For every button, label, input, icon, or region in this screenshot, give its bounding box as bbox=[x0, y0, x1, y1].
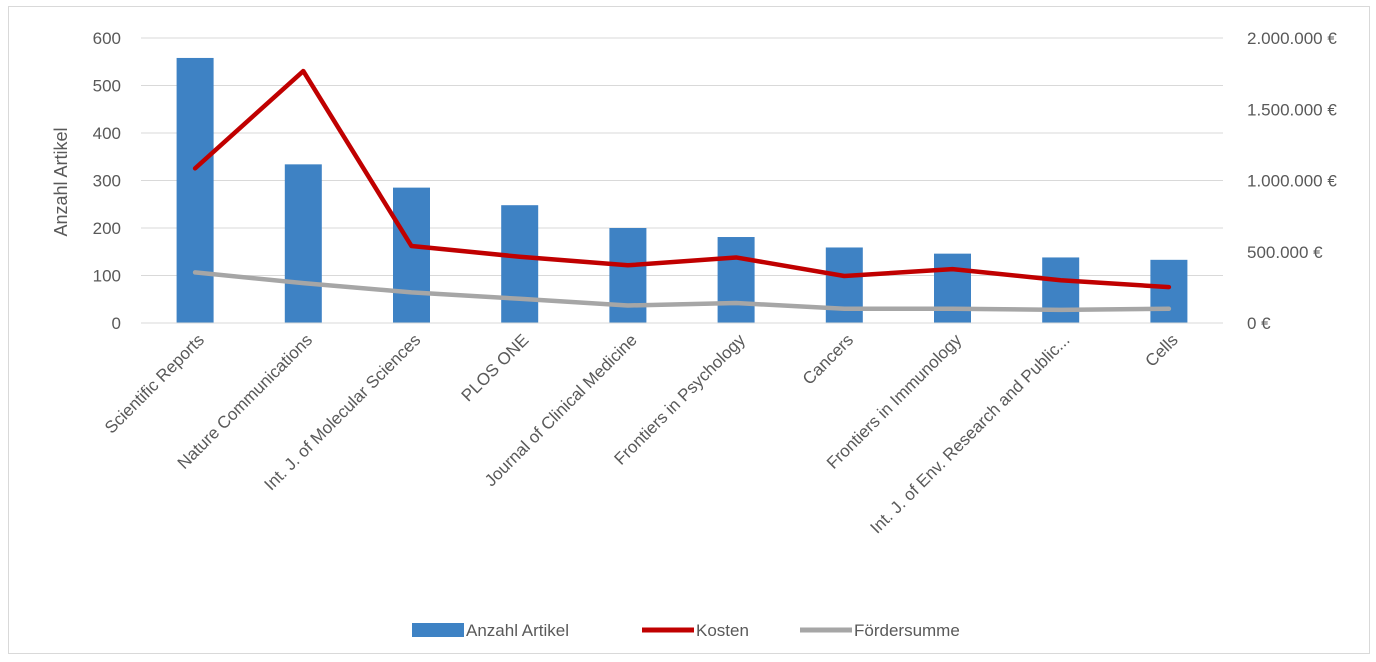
y-tick-label: 300 bbox=[93, 172, 121, 191]
y2-tick-label: 0 € bbox=[1247, 314, 1271, 333]
bar bbox=[176, 57, 214, 323]
legend-item: Fördersumme bbox=[800, 621, 960, 640]
bar-series bbox=[141, 57, 1223, 324]
y2-tick-label: 2.000.000 € bbox=[1247, 29, 1337, 48]
legend-label: Anzahl Artikel bbox=[466, 621, 569, 640]
legend-item: Kosten bbox=[642, 621, 749, 640]
x-tick-label: Scientific Reports bbox=[101, 330, 208, 437]
y-tick-label: 500 bbox=[93, 77, 121, 96]
x-tick-label: Cancers bbox=[799, 330, 857, 388]
line-kosten bbox=[192, 68, 1172, 290]
line-f-rdersumme bbox=[192, 270, 1172, 313]
y2-tick-label: 1.500.000 € bbox=[1247, 100, 1337, 119]
y-axis-right: 0 € 500.000 € 1.000.000 € 1.500.000 € 2.000.… bbox=[1247, 29, 1337, 333]
bar bbox=[825, 247, 863, 323]
y-tick-label: 400 bbox=[93, 124, 121, 143]
chart-frame: 0 100 200 300 400 500 600 0 € 500.000 € 1.000.00… bbox=[8, 6, 1370, 654]
y-axis-title: Anzahl Artikel bbox=[51, 127, 71, 236]
x-tick-label: Int. J. of Env. Research and Public... bbox=[867, 330, 1074, 537]
x-tick-label: PLOS ONE bbox=[458, 330, 533, 405]
legend-label: Kosten bbox=[696, 621, 749, 640]
legend-item: Anzahl Artikel bbox=[412, 621, 569, 640]
y-tick-label: 0 bbox=[112, 314, 121, 333]
bar bbox=[609, 228, 647, 323]
x-tick-label: Cells bbox=[1142, 330, 1182, 370]
combo-chart: 0 100 200 300 400 500 600 0 € 500.000 € 1.000.00… bbox=[51, 29, 1337, 640]
line-series bbox=[192, 68, 1172, 313]
bar bbox=[1150, 259, 1188, 323]
bar bbox=[934, 253, 971, 323]
y2-tick-label: 1.000.000 € bbox=[1247, 172, 1337, 191]
y-tick-label: 200 bbox=[93, 219, 121, 238]
y-tick-label: 100 bbox=[93, 267, 121, 286]
legend: Anzahl Artikel Kosten Fördersumme bbox=[412, 621, 960, 640]
legend-label: Fördersumme bbox=[854, 621, 960, 640]
y2-tick-label: 500.000 € bbox=[1247, 243, 1323, 262]
bar bbox=[284, 164, 322, 323]
bar bbox=[393, 187, 430, 323]
bar bbox=[717, 237, 755, 323]
bar bbox=[501, 205, 539, 323]
legend-swatch bbox=[412, 623, 464, 637]
y-axis-left: 0 100 200 300 400 500 600 bbox=[93, 29, 121, 333]
bar bbox=[1042, 257, 1080, 323]
y-tick-label: 600 bbox=[93, 29, 121, 48]
